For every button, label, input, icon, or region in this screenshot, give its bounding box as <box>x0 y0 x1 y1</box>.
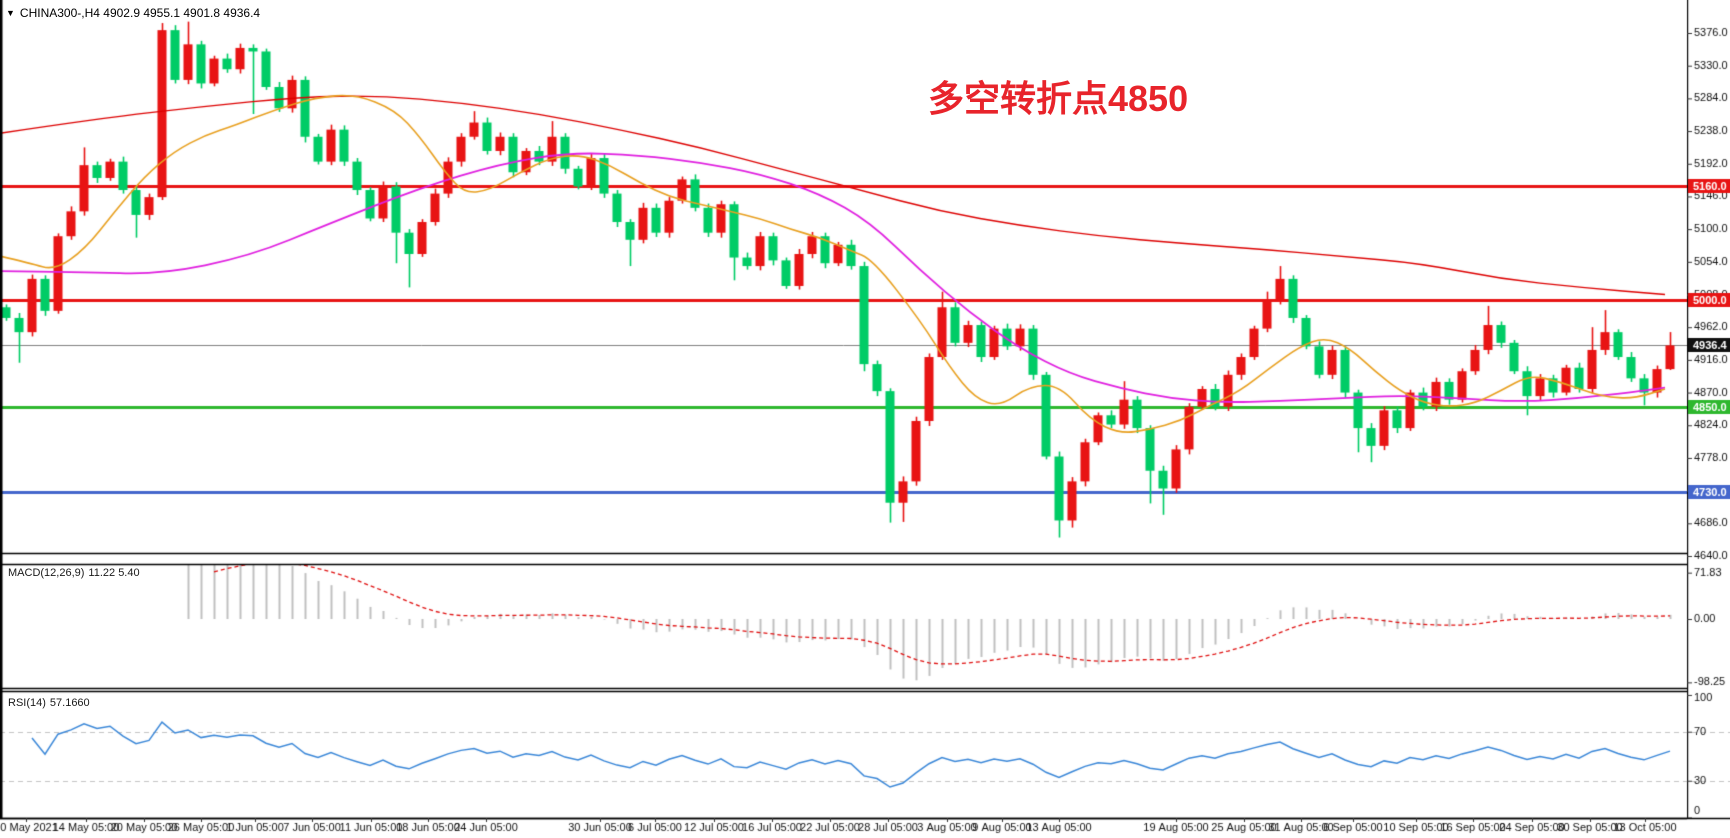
turning-point-annotation: 多空转折点4850 <box>928 78 1189 119</box>
macd-values: 11.22 5.40 <box>88 567 140 579</box>
symbol-ohlc-text: CHINA300-,H4 4902.9 4955.1 4901.8 4936.4 <box>19 6 261 20</box>
rsi-indicator-label: RSI(14) 57.1660 <box>8 697 90 709</box>
rsi-title: RSI(14) <box>8 697 46 709</box>
chevron-down-icon[interactable]: ▼ <box>6 8 15 18</box>
macd-title: MACD(12,26,9) <box>8 567 85 579</box>
rsi-value: 57.1660 <box>49 697 90 709</box>
macd-indicator-label: MACD(12,26,9) 11.22 5.40 <box>8 567 140 579</box>
symbol-header: ▼ CHINA300-,H4 4902.9 4955.1 4901.8 4936… <box>6 6 260 20</box>
